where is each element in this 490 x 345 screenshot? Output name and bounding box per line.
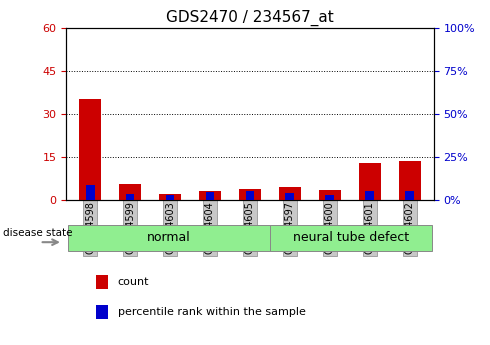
Bar bbox=[405, 191, 414, 200]
Bar bbox=[359, 163, 381, 200]
Text: disease state: disease state bbox=[3, 228, 73, 237]
Bar bbox=[166, 195, 174, 200]
Bar bbox=[239, 189, 261, 200]
Bar bbox=[319, 190, 341, 200]
Bar bbox=[199, 191, 221, 200]
Bar bbox=[159, 194, 181, 200]
Text: neural tube defect: neural tube defect bbox=[293, 231, 409, 244]
Text: count: count bbox=[118, 277, 149, 287]
Bar bbox=[86, 185, 95, 200]
FancyBboxPatch shape bbox=[68, 225, 270, 251]
Text: normal: normal bbox=[147, 231, 191, 244]
Bar bbox=[96, 305, 108, 319]
Bar bbox=[96, 275, 108, 289]
Bar bbox=[366, 190, 374, 200]
Bar bbox=[206, 193, 214, 200]
Bar bbox=[79, 99, 101, 200]
Bar bbox=[125, 194, 134, 200]
Bar bbox=[286, 193, 294, 200]
Title: GDS2470 / 234567_at: GDS2470 / 234567_at bbox=[166, 10, 334, 26]
Bar bbox=[325, 195, 334, 200]
Bar bbox=[279, 187, 301, 200]
Bar bbox=[399, 161, 421, 200]
Bar bbox=[245, 191, 254, 200]
Bar bbox=[119, 184, 141, 200]
Text: percentile rank within the sample: percentile rank within the sample bbox=[118, 307, 305, 317]
FancyBboxPatch shape bbox=[270, 225, 432, 251]
